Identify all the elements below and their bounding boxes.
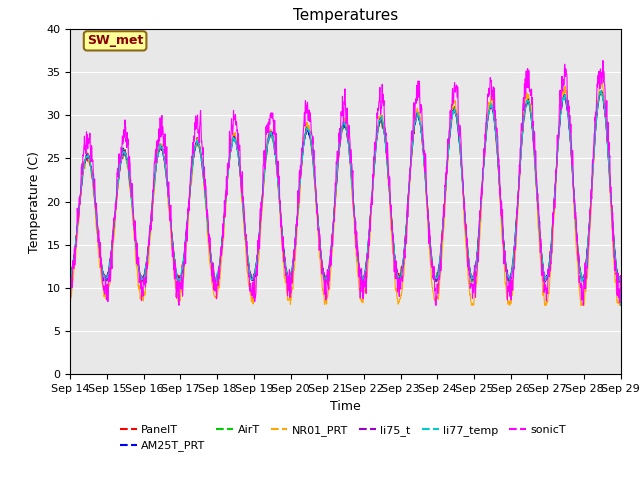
NR01_PRT [506,300,513,306]
NR01_PRT [568,164,576,170]
PanelT [597,88,605,94]
AirT [584,248,591,253]
li77_temp [568,163,576,169]
AirT [67,302,74,308]
AirT [362,268,369,274]
sonicT [568,162,576,168]
PanelT [362,270,369,276]
NR01_PRT [598,79,606,84]
AirT [568,162,576,168]
li75_t [362,268,369,274]
AM25T_PRT [374,130,381,136]
li75_t [617,302,625,308]
AM25T_PRT [362,267,369,273]
NR01_PRT [220,232,228,238]
li77_temp [506,276,513,282]
PanelT [506,276,513,282]
sonicT [67,302,74,308]
AM25T_PRT [506,277,513,283]
AM25T_PRT [67,302,74,308]
Line: sonicT: sonicT [70,60,621,305]
AM25T_PRT [617,302,625,308]
AirT [220,219,228,225]
li77_temp [584,245,591,251]
Line: PanelT: PanelT [70,91,621,305]
li75_t [584,244,591,250]
Y-axis label: Temperature (C): Temperature (C) [28,151,41,252]
PanelT [584,247,591,252]
li75_t [568,165,576,171]
AirT [597,88,605,94]
sonicT [374,115,381,121]
li77_temp [597,88,605,94]
li77_temp [617,302,625,308]
sonicT [617,288,625,294]
sonicT [599,58,607,63]
NR01_PRT [617,302,625,308]
Line: AM25T_PRT: AM25T_PRT [70,91,621,305]
li75_t [67,302,74,308]
AM25T_PRT [584,246,591,252]
li77_temp [374,131,381,137]
li75_t [506,276,513,281]
Line: li77_temp: li77_temp [70,91,621,305]
li77_temp [362,267,369,273]
li75_t [597,88,605,94]
X-axis label: Time: Time [330,400,361,413]
AirT [506,278,513,284]
PanelT [568,165,576,170]
li77_temp [220,220,228,226]
PanelT [374,132,381,138]
Line: li75_t: li75_t [70,91,621,305]
li77_temp [67,302,74,308]
Line: AirT: AirT [70,91,621,305]
AirT [617,302,625,308]
sonicT [584,265,591,271]
PanelT [617,302,625,308]
NR01_PRT [362,289,369,295]
sonicT [362,269,369,275]
NR01_PRT [584,274,591,280]
Legend: PanelT, AM25T_PRT, AirT, NR01_PRT, li75_t, li77_temp, sonicT: PanelT, AM25T_PRT, AirT, NR01_PRT, li75_… [120,425,566,451]
AM25T_PRT [220,220,228,226]
Line: NR01_PRT: NR01_PRT [70,82,621,305]
sonicT [506,280,513,286]
PanelT [67,302,74,308]
Title: Temperatures: Temperatures [293,9,398,24]
sonicT [220,214,228,219]
AM25T_PRT [568,162,576,168]
AM25T_PRT [598,88,605,94]
NR01_PRT [67,302,74,308]
AirT [374,132,381,137]
li75_t [220,217,228,223]
li75_t [374,131,381,136]
PanelT [220,219,228,225]
NR01_PRT [374,132,381,138]
Text: SW_met: SW_met [87,35,143,48]
